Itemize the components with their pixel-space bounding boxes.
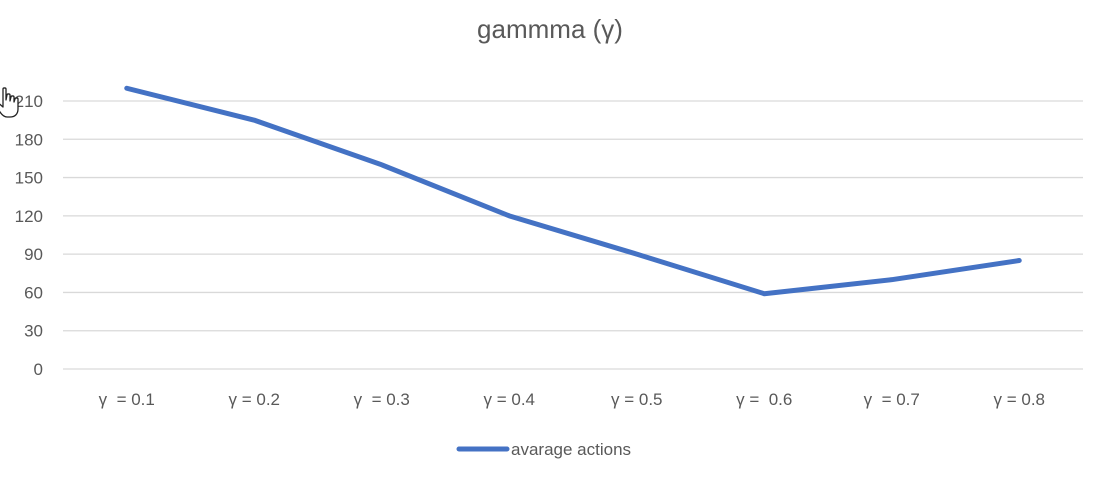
y-tick-label: 180 [15, 130, 43, 149]
x-tick-label: γ = 0.2 [228, 390, 280, 409]
series-line-0 [124, 85, 1022, 297]
series-lines [124, 85, 1022, 297]
x-tick-label: γ = 0.4 [483, 390, 535, 409]
hand-pointer-icon [0, 87, 19, 118]
x-tick-label: γ = 0.6 [736, 390, 792, 409]
y-tick-label: 60 [24, 283, 43, 302]
x-axis-tick-labels: γ = 0.1 γ = 0.2 γ = 0.3 γ = 0.4 γ = 0.5 γ = 0… [99, 390, 1045, 409]
x-tick-label: γ = 0.5 [611, 390, 663, 409]
legend-label: avarage actions [511, 440, 631, 459]
y-axis-tick-labels: 0 30 60 90 120 150 180 210 [15, 92, 43, 379]
y-tick-label: 120 [15, 207, 43, 226]
y-tick-label: 0 [34, 360, 43, 379]
x-tick-label: γ = 0.7 [864, 390, 920, 409]
x-tick-label: γ = 0.3 [354, 390, 410, 409]
y-tick-label: 90 [24, 245, 43, 264]
x-tick-label: γ = 0.8 [993, 390, 1045, 409]
legend: avarage actions [456, 440, 631, 459]
chart-title: gammma (γ) [477, 14, 623, 44]
y-tick-label: 150 [15, 169, 43, 188]
y-gridlines [63, 100, 1083, 370]
x-tick-label: γ = 0.1 [99, 390, 155, 409]
y-tick-label: 210 [15, 92, 43, 111]
y-tick-label: 30 [24, 322, 43, 341]
